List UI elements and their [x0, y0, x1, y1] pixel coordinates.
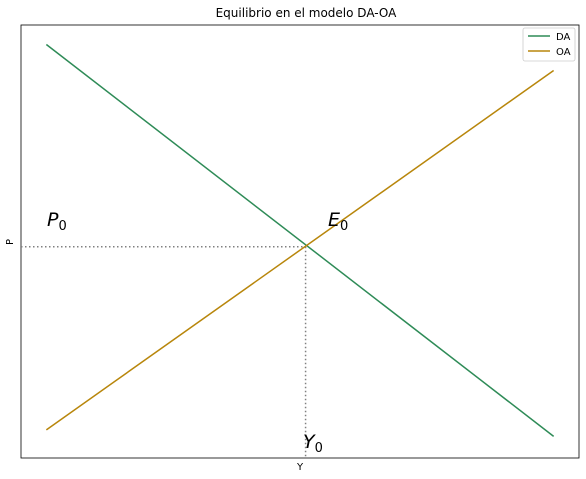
series-line-da	[45, 43, 555, 437]
annotation-e0: E0	[328, 209, 348, 234]
annotation-p0: P0	[47, 209, 67, 234]
legend-label-da: DA	[556, 32, 571, 43]
y-axis-label: P	[5, 239, 16, 245]
legend-label-oa: OA	[556, 47, 571, 58]
x-axis-label: Y	[296, 462, 304, 473]
annotation-y0: Y0	[303, 431, 323, 456]
series-line-oa	[45, 69, 555, 431]
legend: DA OA	[522, 27, 576, 62]
series-layer	[45, 43, 555, 437]
chart-title: Equilibrio en el modelo DA-OA	[216, 6, 398, 20]
plot-area-frame	[20, 24, 580, 459]
equilibrium-guides	[21, 245, 307, 458]
